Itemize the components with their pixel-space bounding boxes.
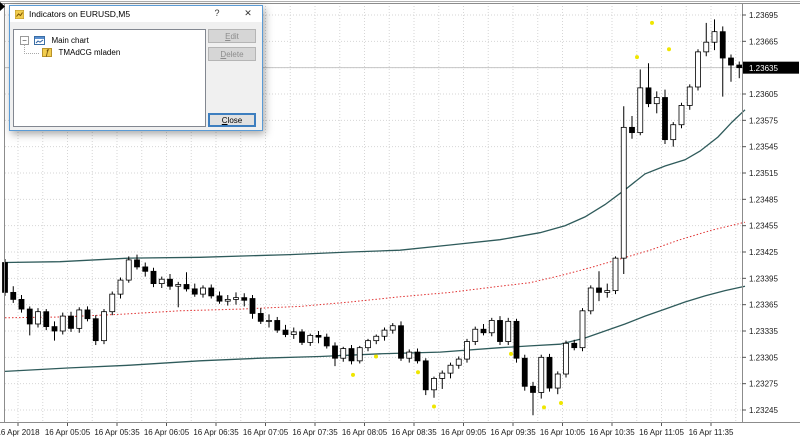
price-axis-label: 1.23275 [749,380,778,389]
price-axis-label: 1.23365 [749,301,778,310]
price-axis-label: 1.23545 [749,143,778,152]
tree-connector [24,44,39,54]
time-axis-label: 16 Apr 08:05 [342,428,388,437]
price-axis-label: 1.23695 [749,11,778,20]
time-axis-label: 16 Apr 06:35 [193,428,239,437]
tree-item-indicator[interactable]: ƒ TMAdCG mladen [20,44,121,59]
chart-borders [0,1,800,423]
close-button[interactable]: Close [208,113,256,127]
tma-indicator-lines [4,109,746,373]
indicator-fx-icon: ƒ [42,48,53,58]
delete-button: Delete [208,47,256,61]
signal-dot-icon [650,20,654,25]
signal-dot-icon [667,47,671,52]
indicators-dialog-icon [15,10,24,19]
price-axis-label: 1.23395 [749,274,778,283]
price-axis[interactable]: 1.23695 1.23665 1.23635 1.23605 1.23575 1.235… [742,11,799,415]
close-icon[interactable]: ✕ [244,8,252,18]
time-axis-label: 16 Apr 11:05 [639,428,684,437]
price-axis-label: 1.23515 [749,169,778,178]
time-axis-label: 16 Apr 10:05 [540,428,586,437]
tree-item-main-chart[interactable]: − Main chart [20,36,89,47]
current-price-box [743,61,799,74]
time-axis-label: 16 Apr 2018 [0,428,40,437]
price-axis-label: 1.23575 [749,116,778,125]
help-button[interactable]: ? [214,8,220,18]
price-axis-label: 1.23335 [749,327,778,336]
time-axis-label: 16 Apr 08:35 [391,428,437,437]
dialog-title: Indicators on EURUSD,M5 [29,9,131,19]
time-axis-label: 16 Apr 05:05 [45,428,91,437]
dialog-titlebar[interactable]: Indicators on EURUSD,M5 ? ✕ [10,6,262,22]
signal-dot-icon [432,404,436,409]
price-axis-label: 1.23245 [749,406,778,415]
signal-dot-icon [374,354,378,359]
time-axis-label: 16 Apr 09:35 [490,428,536,437]
tree-item-main-chart-label: Main chart [51,36,89,46]
time-axis-label: 16 Apr 07:05 [243,428,289,437]
time-axis-label: 16 Apr 09:05 [441,428,487,437]
edit-button: Edit [208,29,256,43]
tma-lower-band [4,285,746,373]
time-axis-label: 16 Apr 07:35 [292,428,338,437]
time-axis-label: 16 Apr 11:35 [689,428,734,437]
tree-item-indicator-label: TMAdCG mladen [58,48,121,58]
indicators-list[interactable]: − Main chart ƒ TMAdCG mladen [13,29,206,127]
time-axis-label: 16 Apr 10:35 [589,428,635,437]
price-axis-label: 1.23455 [749,222,778,231]
time-axis-label: 16 Apr 06:05 [144,428,190,437]
time-axis[interactable]: 16 Apr 2018 16 Apr 05:05 16 Apr 05:35 16 Ap… [0,423,734,437]
price-axis-label: 1.23605 [749,90,778,99]
signal-dot-icon [351,372,355,377]
current-price-label: 1.23635 [749,64,778,73]
signal-dot-icon [559,400,563,405]
price-axis-label: 1.23305 [749,353,778,362]
price-axis-label: 1.23665 [749,37,778,46]
signal-dot-icon [542,405,546,410]
signal-dot-icon [416,370,420,375]
tma-center-line [4,221,746,319]
signal-dot-icon [509,351,513,356]
indicators-dialog: Indicators on EURUSD,M5 ? ✕ − Main chart… [9,5,263,131]
price-axis-label: 1.23425 [749,248,778,257]
signal-dot-icon [635,55,639,60]
signal-dots [351,20,671,410]
price-axis-label: 1.23485 [749,195,778,204]
chart-shift-marker-icon [0,2,5,11]
tma-upper-band [4,109,746,264]
time-axis-label: 16 Apr 05:35 [94,428,140,437]
